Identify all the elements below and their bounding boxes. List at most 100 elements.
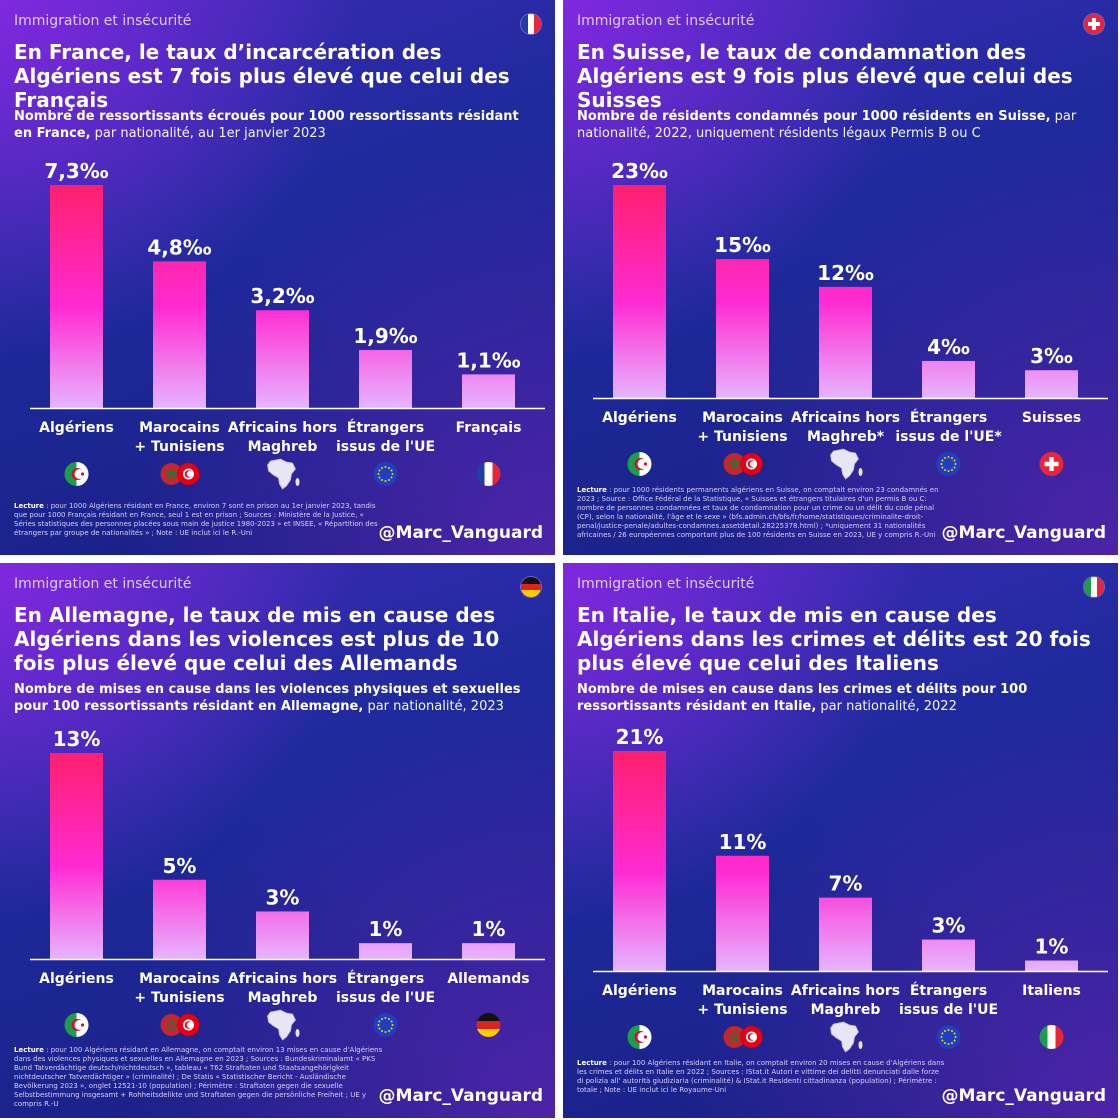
author-handle: @Marc_Vanguard (941, 523, 1106, 543)
category-label: Maghreb (811, 1002, 881, 1018)
category-label: issus de l'UE (336, 990, 435, 1006)
bar-chart: 7,3‰ 4,8‰ 3,2‰ 1,9‰ 1,1‰ Algériens Marocains + … (30, 159, 545, 490)
eu-flag-icon (373, 1013, 398, 1037)
bar (922, 360, 975, 398)
category-label: + Tunisiens (134, 990, 224, 1006)
footer-note: Lecture : pour 100 Algériens résidant en… (577, 1059, 947, 1095)
bar (50, 185, 103, 408)
chart-panel-switzerland: Immigration et insécurité En Suisse, le … (563, 0, 1118, 555)
morocco-tunisia-flags-icon (723, 452, 763, 476)
germany-flag-icon (521, 577, 541, 597)
category-label: Maghreb* (807, 429, 885, 445)
bar (359, 349, 412, 408)
panel-subtitle: Nombre de mises en cause dans les crimes… (577, 681, 1102, 715)
eu-flag-icon (373, 462, 398, 486)
bar (359, 943, 412, 959)
bar (613, 751, 666, 971)
chart-panel-germany: Immigration et insécurité En Allemagne, … (0, 563, 555, 1118)
africa-map-icon (830, 1021, 863, 1053)
category-label: + Tunisiens (697, 1002, 787, 1018)
morocco-tunisia-flags-icon (160, 462, 200, 486)
panel-title: En Allemagne, le taux de mis en cause de… (14, 603, 500, 675)
bar-chart: 13% 5% 3% 1% 1% Algériens Marocains + Tunisiens… (30, 727, 545, 1041)
bar (153, 261, 206, 408)
eu-flag-icon (936, 1025, 961, 1049)
bar-value-label: 11% (719, 830, 767, 854)
bar-value-label: 1% (1035, 935, 1069, 959)
bar-value-label: 1% (369, 917, 403, 941)
subtitle-bold: Nombre de mises en cause dans les crimes… (577, 682, 1028, 714)
bar (1025, 960, 1078, 971)
category-label: Étrangers (910, 409, 987, 426)
bar-value-label: 1,9‰ (353, 324, 417, 348)
bar-value-label: 4‰ (927, 335, 970, 359)
panel-subtitle: Nombre de résidents condamnés pour 1000 … (577, 108, 1102, 142)
category-label: issus de l'UE (899, 1002, 998, 1018)
category-label: Marocains (139, 420, 220, 436)
footer-text: : pour 1000 Algériens résidant en France… (14, 502, 378, 537)
bar (716, 259, 769, 398)
author-handle: @Marc_Vanguard (941, 1086, 1106, 1106)
africa-map-icon (830, 448, 863, 480)
category-label: Étrangers (347, 970, 424, 987)
france-flag-icon (476, 462, 501, 486)
algeria-flag-icon (64, 462, 89, 486)
bar-value-label: 5% (163, 854, 197, 878)
chart-panel-france: Immigration et insécurité En France, le … (0, 0, 555, 555)
bar (922, 939, 975, 971)
panel-subtitle: Nombre de ressortissants écroués pour 10… (14, 108, 539, 142)
bar (50, 753, 103, 959)
switzerland-flag-icon (1039, 452, 1064, 476)
bar-value-label: 21% (616, 725, 664, 749)
panel-kicker: Immigration et insécurité (14, 576, 192, 592)
morocco-tunisia-flags-icon (723, 1025, 763, 1049)
category-label: Français (456, 420, 522, 436)
category-label: Étrangers (910, 982, 987, 999)
subtitle-rest: par nationalité, au 1er janvier 2023 (90, 126, 326, 141)
italy-flag-icon (1039, 1025, 1064, 1049)
bar (819, 286, 872, 398)
morocco-tunisia-flags-icon (160, 1013, 200, 1037)
category-label: Allemands (447, 971, 529, 987)
footer-text: : pour 100 Algériens résidant en Allemag… (14, 1046, 383, 1108)
subtitle-bold: Nombre de ressortissants écroués pour 10… (14, 109, 519, 141)
category-label: Étrangers (347, 419, 424, 436)
category-label: Africains hors (791, 410, 900, 426)
bar-value-label: 13% (53, 727, 101, 751)
bar-value-label: 7,3‰ (44, 159, 108, 183)
bar-value-label: 7% (829, 872, 863, 896)
footer-text: : pour 100 Algériens résidant en Italie,… (577, 1059, 945, 1094)
italy-flag-icon (1084, 577, 1104, 597)
subtitle-rest: par nationalité, 2022, uniquement réside… (577, 109, 1077, 141)
category-label: Algériens (39, 420, 114, 436)
category-label: Marocains (702, 410, 783, 426)
bar (613, 185, 666, 398)
category-label: issus de l'UE (336, 439, 435, 455)
subtitle-rest: par nationalité, 2023 (363, 699, 504, 714)
category-label: Suisses (1022, 410, 1081, 426)
category-label: Marocains (139, 971, 220, 987)
category-label: Italiens (1022, 983, 1081, 999)
bar-value-label: 12‰ (817, 261, 874, 285)
bar-chart: 21% 11% 7% 3% 1% Algériens Marocains + Tunisien… (593, 725, 1108, 1053)
panel-title: En Italie, le taux de mis en cause des A… (577, 603, 1091, 675)
panel-title: En Suisse, le taux de condamnation des A… (577, 40, 1073, 112)
bar-value-label: 3‰ (1030, 344, 1073, 368)
bar-value-label: 15‰ (714, 233, 771, 257)
category-label: Maghreb (248, 439, 318, 455)
bar (819, 897, 872, 971)
panel-kicker: Immigration et insécurité (577, 13, 755, 29)
bar-value-label: 23‰ (611, 159, 668, 183)
category-label: + Tunisiens (134, 439, 224, 455)
category-label: + Tunisiens (697, 429, 787, 445)
footer-note: Lecture : pour 1000 résidents permanents… (577, 486, 947, 540)
bar-chart: 23‰ 15‰ 12‰ 4‰ 3‰ Algériens Marocains + Tunisie… (593, 159, 1108, 480)
bar (256, 310, 309, 408)
category-label: Marocains (702, 983, 783, 999)
bar-value-label: 3% (266, 885, 300, 909)
panel-subtitle: Nombre de mises en cause dans les violen… (14, 681, 539, 715)
bar (462, 943, 515, 959)
footer-note: Lecture : pour 100 Algériens résidant en… (14, 1046, 384, 1109)
algeria-flag-icon (64, 1013, 89, 1037)
bar (153, 879, 206, 959)
